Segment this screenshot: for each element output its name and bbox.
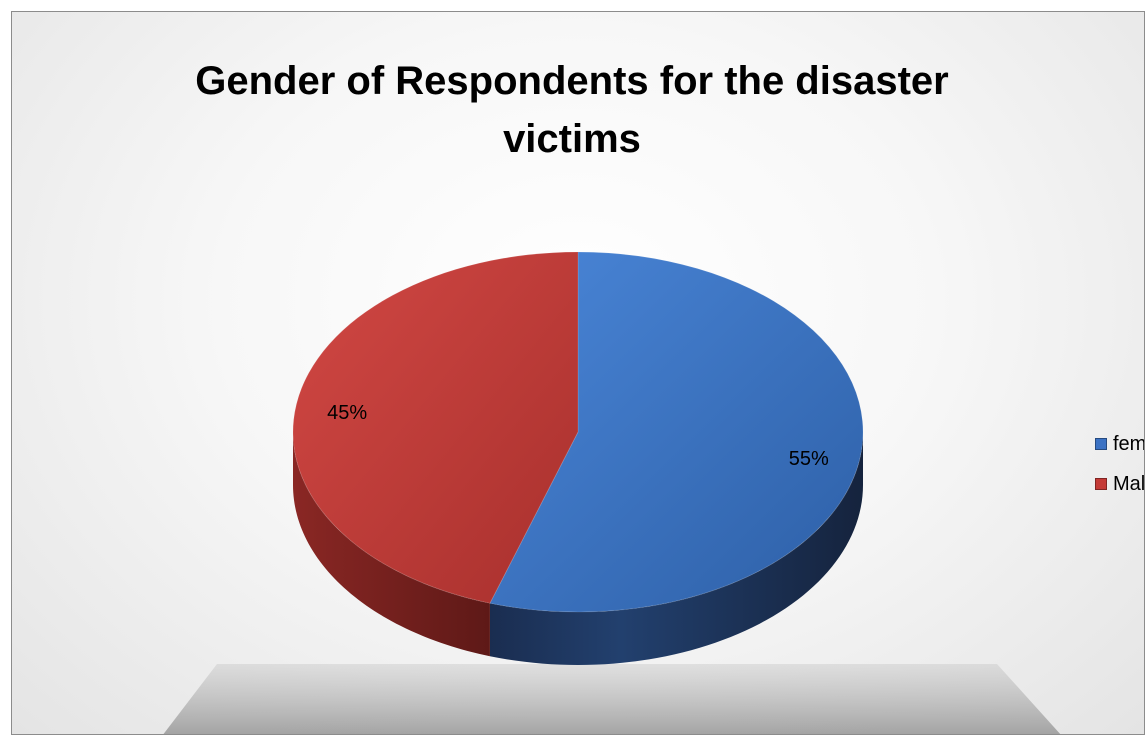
pie-slice-female (489, 251, 864, 613)
legend-item-female: female (1095, 424, 1145, 464)
pie-side-male (293, 432, 490, 657)
data-label-female: 55% (789, 448, 829, 470)
data-label-male: 45% (327, 402, 367, 424)
legend: female Male (1095, 424, 1145, 504)
chart-area: Gender of Respondents for the disaster v… (11, 11, 1145, 735)
legend-label-female: female (1113, 432, 1145, 455)
floor-shadow (163, 664, 1061, 734)
legend-swatch-female (1095, 438, 1107, 450)
pie-side-female (489, 432, 863, 665)
pie-chart: 55% 45% (163, 251, 1061, 734)
pie-slice-male (292, 251, 579, 604)
legend-swatch-male (1095, 478, 1107, 490)
legend-label-male: Male (1113, 472, 1145, 495)
chart-title: Gender of Respondents for the disaster v… (195, 59, 949, 161)
legend-item-male: Male (1095, 464, 1145, 504)
